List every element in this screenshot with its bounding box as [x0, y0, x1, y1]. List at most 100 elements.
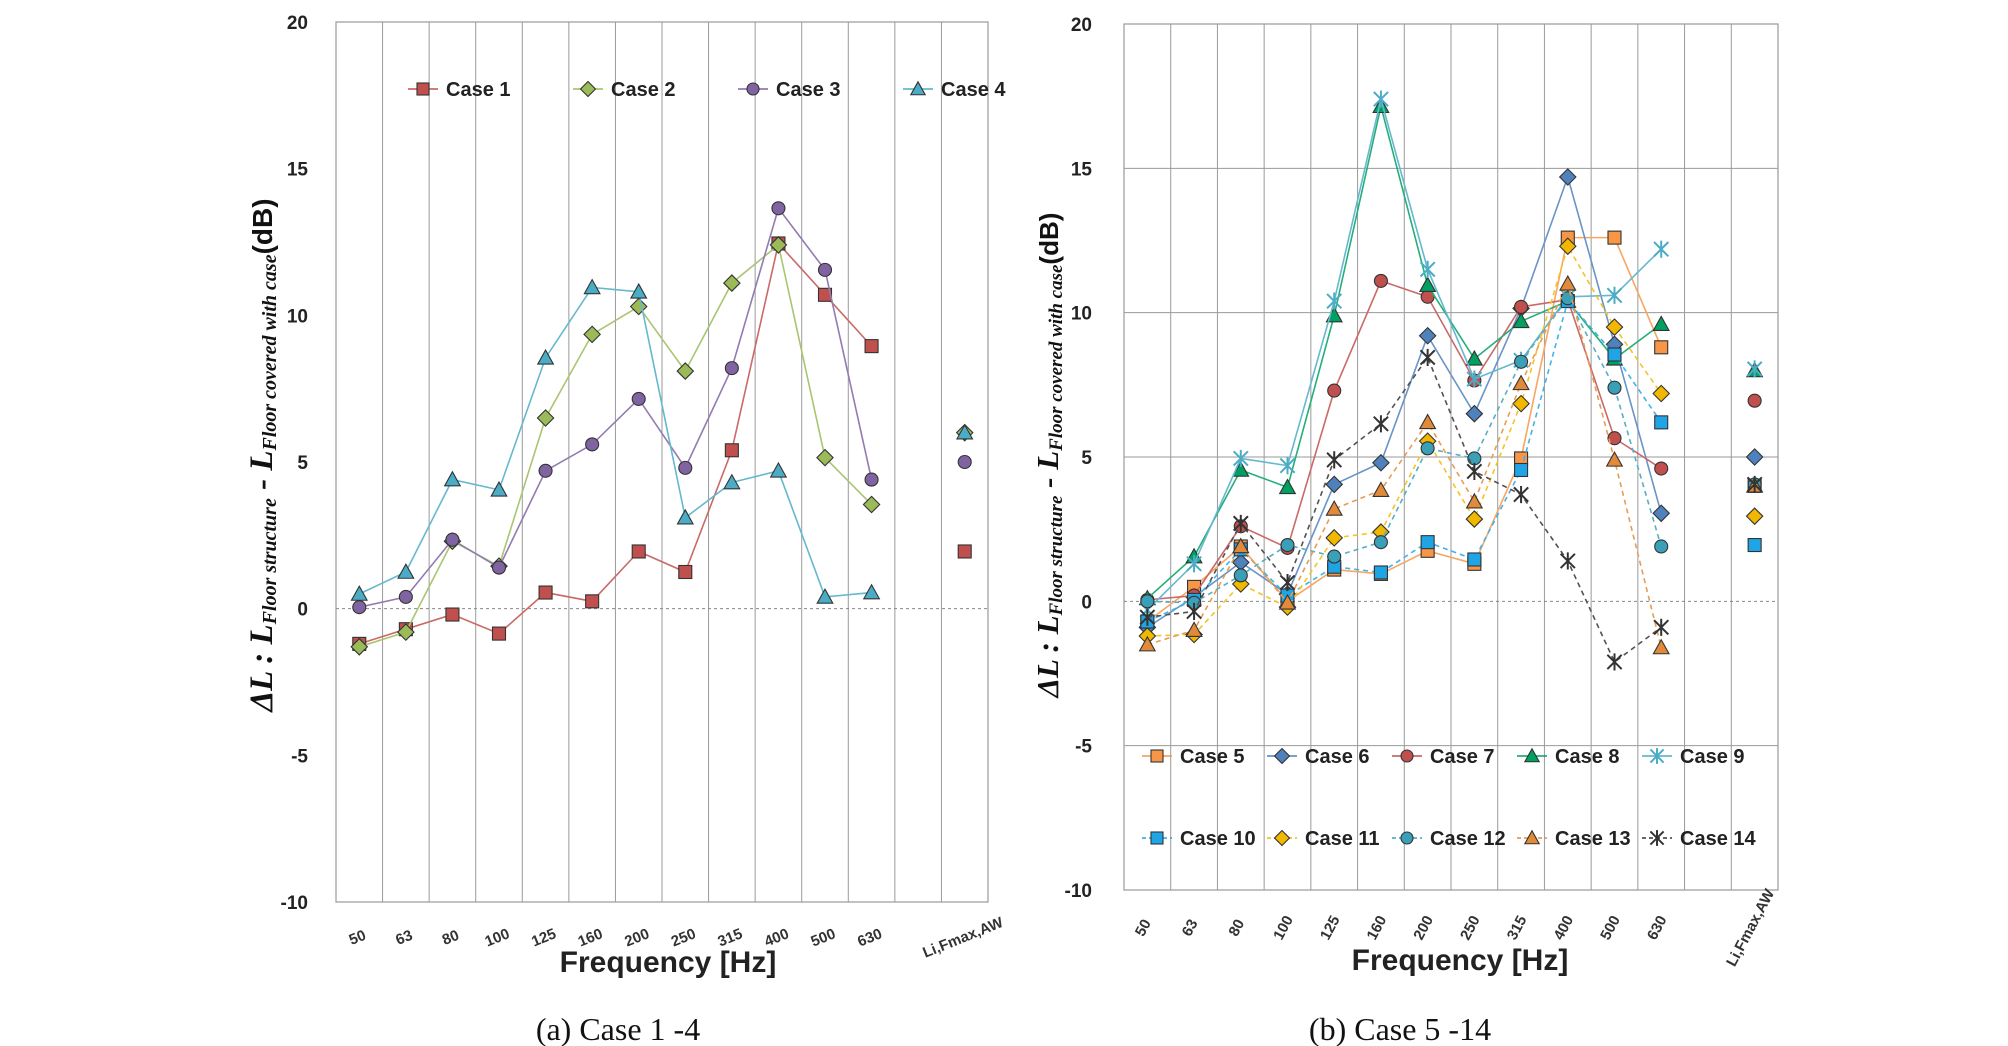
legend-label: Case 1	[446, 79, 511, 101]
legend-item: Case 6	[1267, 746, 1370, 768]
x-tick-label: 63	[393, 927, 415, 949]
data-point	[1652, 638, 1670, 655]
legend-item: Case 4	[903, 79, 1006, 101]
y-tick-label: 15	[287, 160, 309, 181]
x-tick-label: 200	[1410, 913, 1437, 943]
series-line	[1147, 355, 1662, 664]
data-point	[398, 589, 413, 604]
data-point	[1418, 326, 1437, 345]
data-point	[352, 600, 367, 615]
data-point	[1652, 504, 1671, 523]
x-tick-label: 315	[1504, 913, 1531, 943]
y-tick-label: 20	[287, 13, 308, 34]
x-tick-label: 400	[1550, 913, 1577, 943]
y-axis-label-part: Floor structure	[1046, 495, 1067, 616]
data-point	[771, 201, 786, 216]
legend-item: Case 14	[1642, 828, 1756, 850]
figure-caption: (b) Case 5 -14	[1309, 1011, 1491, 1046]
data-point	[1746, 475, 1763, 494]
series-line	[1147, 244, 1662, 637]
y-tick-label: 0	[1081, 592, 1092, 613]
data-point	[1465, 492, 1484, 509]
data-point	[864, 472, 879, 487]
series-line	[1146, 174, 1662, 628]
data-point	[1326, 451, 1343, 469]
data-point	[1558, 168, 1577, 186]
x-tick-label: 250	[1457, 913, 1484, 943]
data-point	[1232, 449, 1249, 468]
data-point	[1418, 276, 1437, 293]
data-point	[1327, 383, 1342, 398]
legend-item: Case 3	[738, 79, 841, 101]
data-point	[1606, 286, 1623, 304]
legend-marker	[579, 80, 597, 98]
data-point	[445, 532, 460, 547]
y-tick-label: 10	[287, 306, 308, 327]
data-point	[490, 480, 508, 497]
x-tick-label: 630	[855, 925, 885, 950]
data-point	[1512, 394, 1530, 413]
data-point	[397, 563, 415, 579]
data-point	[723, 473, 741, 490]
data-point	[1325, 475, 1344, 494]
data-point	[1372, 453, 1390, 472]
data-point	[1139, 608, 1156, 626]
data-point	[864, 339, 879, 354]
data-point	[1512, 374, 1530, 391]
data-point	[1465, 510, 1484, 528]
y-tick-label: -10	[281, 893, 308, 914]
x-tick-label: 125	[529, 925, 559, 950]
data-point	[676, 362, 695, 380]
y-axis-label: ΔL : LFloor structure - LFloor covered w…	[1030, 213, 1067, 700]
data-point	[678, 564, 693, 580]
legend: Case 5 Case 6 Case 7 Case 8 Case 9 Case 10 Cas…	[1142, 746, 1756, 850]
data-point	[1372, 481, 1390, 497]
data-point	[1652, 315, 1670, 332]
data-point	[955, 423, 974, 440]
data-point	[1652, 384, 1671, 403]
x-tick-label: 160	[1364, 913, 1391, 943]
data-point	[443, 470, 462, 487]
x-tick-label: Li,Fmax,AW	[1723, 886, 1778, 970]
data-point	[1138, 635, 1157, 652]
data-point	[1466, 370, 1483, 388]
legend-marker	[1523, 829, 1541, 845]
data-point	[1513, 485, 1529, 504]
data-point	[1745, 507, 1764, 526]
y-axis-label: ΔL : LFloor structure - LFloor covered w…	[244, 198, 281, 713]
y-tick-label: -10	[1065, 881, 1092, 902]
x-tick-label: 500	[809, 925, 839, 950]
legend-marker	[746, 82, 760, 96]
y-axis-label-part: - L	[1030, 451, 1065, 496]
series-line	[1147, 281, 1662, 648]
x-tick-label: 630	[1644, 913, 1671, 943]
legend-label: Case 13	[1555, 828, 1631, 850]
data-point	[631, 391, 646, 406]
legend-label: Case 8	[1555, 746, 1620, 768]
data-point	[585, 594, 600, 609]
legend-label: Case 6	[1305, 746, 1370, 768]
data-point	[957, 544, 972, 559]
data-point	[1607, 431, 1622, 446]
x-tick-label: 100	[1270, 913, 1297, 943]
data-point	[1654, 340, 1669, 355]
data-point	[1654, 539, 1669, 554]
data-point	[1325, 528, 1344, 547]
data-point	[1745, 448, 1764, 466]
chart-panel-2: -10 -5 0 5 10 15 20 50 63 80 100 125 160 200 250 315 400…	[1030, 15, 1779, 1046]
x-tick-label: 50	[347, 927, 369, 949]
data-point	[1559, 552, 1576, 570]
data-point	[1185, 621, 1203, 637]
y-tick-label: 0	[297, 600, 308, 621]
legend-marker	[1273, 747, 1291, 765]
data-point	[1278, 478, 1297, 495]
y-axis-label-part: Floor covered with case	[259, 254, 281, 451]
data-point	[538, 585, 553, 600]
data-point	[1279, 573, 1296, 592]
data-point	[1233, 568, 1248, 583]
data-point	[1465, 349, 1484, 366]
y-tick-label: 15	[1071, 159, 1093, 180]
legend-label: Case 14	[1680, 828, 1756, 850]
